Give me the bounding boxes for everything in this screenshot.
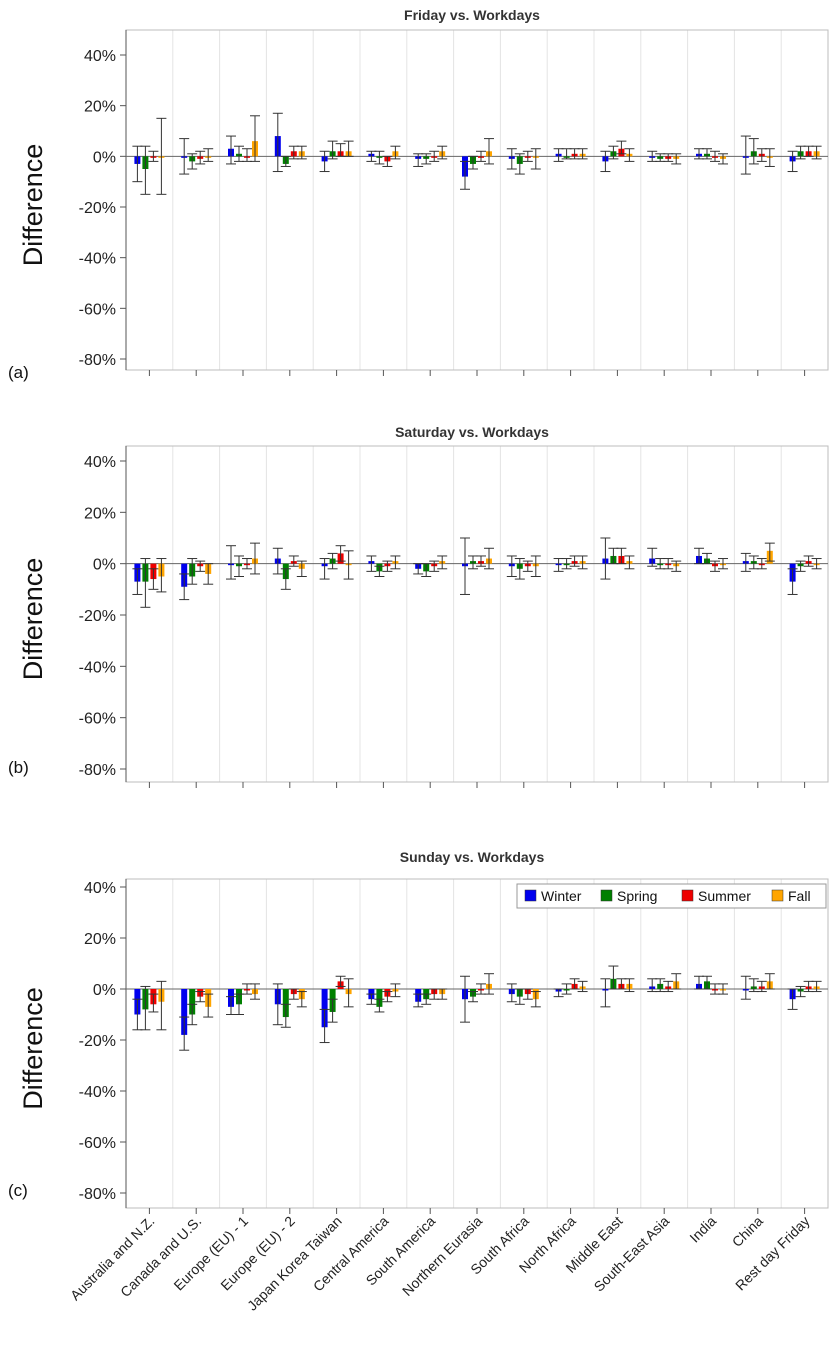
- x-tick-label: Australia and N.Z.: [67, 1213, 158, 1304]
- bars-and-error-bars: [132, 965, 822, 1051]
- legend-entry: Fall: [788, 888, 811, 904]
- y-tick-label: -20%: [79, 200, 116, 217]
- panel-saturday: Saturday vs. Workdays Difference (b) 40%…: [8, 424, 829, 788]
- x-tick-label: Canada and U.S.: [117, 1213, 204, 1300]
- y-tick-label: -60%: [79, 1135, 116, 1152]
- grid-lines: [172, 30, 782, 370]
- x-tick-labels: Australia and N.Z.Canada and U.S.Europe …: [67, 1213, 813, 1314]
- bar: [376, 989, 383, 1007]
- bar: [282, 989, 289, 1018]
- y-tick-label: 20%: [84, 99, 116, 116]
- y-tick-label: 20%: [84, 931, 116, 948]
- x-tick-label: Northern Eurasia: [399, 1213, 485, 1299]
- legend-entry: Summer: [698, 888, 751, 904]
- grid-lines: [172, 879, 782, 1208]
- y-tick-label: -40%: [79, 251, 116, 268]
- legend-swatch: [524, 889, 537, 902]
- legend-entry: Spring: [617, 888, 657, 904]
- panel-label: (b): [8, 758, 29, 777]
- y-tick-label: -40%: [79, 659, 116, 676]
- panel-title: Saturday vs. Workdays: [395, 424, 549, 440]
- panel-friday: Friday vs. Workdays Difference (a) 40% 20…: [8, 7, 829, 382]
- legend-entry: Winter: [541, 888, 582, 904]
- y-tick-label: 40%: [84, 48, 116, 65]
- y-ticks: 40% 20% 0% -20% -40% -60% -80%: [79, 880, 126, 1203]
- y-ticks: 40% 20% 0% -20% -40% -60% -80%: [79, 48, 126, 369]
- y-tick-label: 20%: [84, 505, 116, 522]
- panel-sunday: Sunday vs. Workdays Difference (c) 40% 20…: [8, 849, 829, 1314]
- x-tick-label: China: [729, 1213, 766, 1250]
- y-tick-label: -80%: [79, 352, 116, 369]
- axes: [125, 445, 829, 788]
- y-tick-label: -60%: [79, 711, 116, 728]
- axes: [125, 29, 829, 376]
- y-tick-label: -80%: [79, 762, 116, 779]
- panel-label: (c): [8, 1181, 28, 1200]
- y-tick-label: 40%: [84, 454, 116, 471]
- y-tick-label: -40%: [79, 1084, 116, 1101]
- y-tick-label: -60%: [79, 301, 116, 318]
- y-tick-label: 0%: [93, 982, 116, 999]
- y-tick-label: 0%: [93, 149, 116, 166]
- y-axis-label: Difference: [18, 987, 48, 1110]
- y-tick-label: -20%: [79, 608, 116, 625]
- legend: Winter Spring Summer Fall: [516, 883, 827, 909]
- y-ticks: 40% 20% 0% -20% -40% -60% -80%: [79, 454, 126, 779]
- legend-swatch: [600, 889, 613, 902]
- plot-frame: [125, 878, 829, 1209]
- y-axis-label: Difference: [18, 558, 48, 681]
- bars-and-error-bars: [132, 112, 822, 195]
- panel-title: Sunday vs. Workdays: [400, 849, 545, 865]
- y-tick-label: 0%: [93, 557, 116, 574]
- plot-frame: [125, 445, 829, 783]
- bar: [189, 989, 196, 1015]
- y-tick-label: -80%: [79, 1186, 116, 1203]
- y-tick-label: 40%: [84, 880, 116, 897]
- y-axis-label: Difference: [18, 144, 48, 267]
- bars-and-error-bars: [132, 537, 822, 608]
- y-tick-label: -20%: [79, 1033, 116, 1050]
- axes: [125, 878, 829, 1214]
- plot-frame: [125, 29, 829, 371]
- x-tick-label: India: [686, 1213, 719, 1246]
- legend-swatch: [771, 889, 784, 902]
- panel-title: Friday vs. Workdays: [404, 7, 540, 23]
- legend-swatch: [681, 889, 694, 902]
- grid-lines: [172, 446, 782, 782]
- panel-label: (a): [8, 363, 29, 382]
- bar: [321, 989, 328, 1028]
- bar: [181, 989, 188, 1035]
